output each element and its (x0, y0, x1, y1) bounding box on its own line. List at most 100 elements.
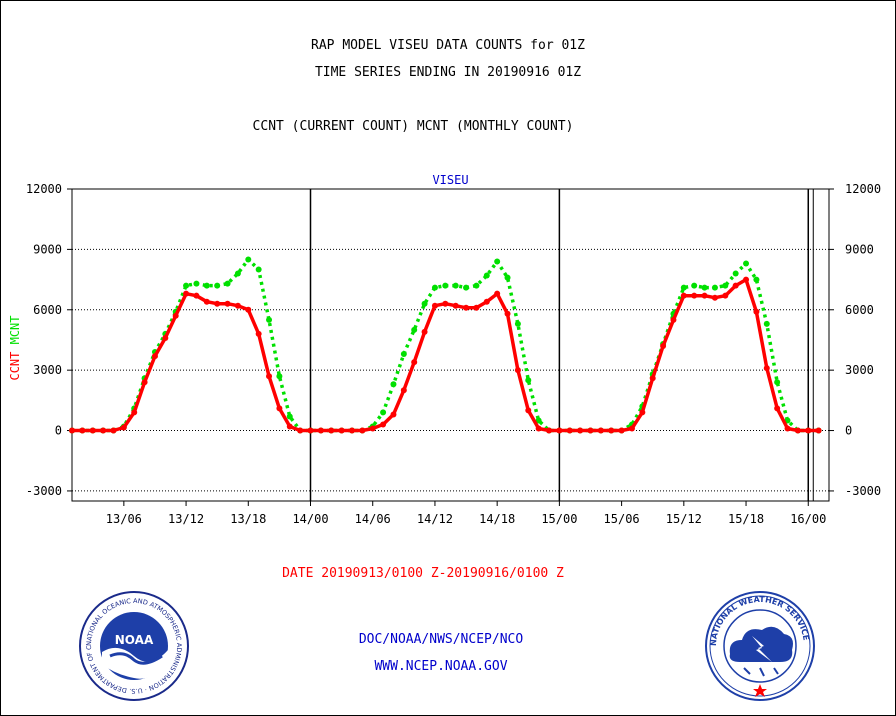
data-point-ccnt (431, 302, 438, 309)
data-point-mcnt (214, 282, 221, 289)
data-point-ccnt (701, 292, 708, 299)
data-point-ccnt (546, 427, 553, 434)
y-axis-label-mcnt: MCNT (8, 315, 22, 344)
y-tick-label-right: 6000 (845, 303, 874, 317)
data-point-ccnt (131, 409, 138, 416)
data-point-ccnt (618, 427, 625, 434)
data-point-mcnt (224, 280, 231, 287)
chart-title-line2: TIME SERIES ENDING IN 20190916 01Z (314, 65, 582, 80)
data-point-mcnt (732, 270, 739, 277)
data-point-mcnt (390, 381, 397, 388)
y-tick-label-left: 3000 (33, 363, 62, 377)
data-point-ccnt (359, 427, 366, 434)
y-tick-label-right: 3000 (845, 363, 874, 377)
y-tick-label-right: 9000 (845, 242, 874, 256)
data-point-ccnt (400, 387, 407, 394)
data-point-mcnt (183, 282, 190, 289)
noaa-logo-icon: NATIONAL OCEANIC AND ATMOSPHERIC ADMINIS… (78, 590, 189, 701)
data-point-mcnt (442, 282, 449, 289)
data-point-ccnt (307, 427, 314, 434)
data-point-mcnt (774, 379, 781, 386)
data-point-mcnt (431, 284, 438, 291)
x-tick-label: 15/00 (541, 512, 577, 526)
data-point-ccnt (390, 411, 397, 418)
data-point-ccnt (224, 300, 231, 307)
data-point-mcnt (452, 282, 459, 289)
data-point-mcnt (514, 320, 521, 327)
y-tick-label-right: 0 (845, 424, 852, 438)
data-point-ccnt (348, 427, 355, 434)
x-tick-label: 15/18 (728, 512, 764, 526)
noaa-logo-text: NOAA (115, 633, 154, 647)
data-point-mcnt (276, 373, 283, 380)
chart-title-line1: RAP MODEL VISEU DATA COUNTS for 01Z (311, 38, 585, 53)
data-point-ccnt (525, 407, 532, 414)
data-point-mcnt (525, 377, 532, 384)
data-point-ccnt (473, 304, 480, 311)
x-tick-label: 14/00 (292, 512, 328, 526)
data-point-ccnt (577, 427, 584, 434)
y-tick-label-left: -3000 (26, 484, 62, 498)
data-point-ccnt (649, 375, 656, 382)
data-point-mcnt (743, 260, 750, 267)
data-point-ccnt (494, 290, 501, 297)
data-point-ccnt (743, 276, 750, 283)
data-point-ccnt (639, 409, 646, 416)
data-point-ccnt (691, 292, 698, 299)
data-point-mcnt (203, 282, 210, 289)
data-point-ccnt (421, 328, 428, 335)
data-point-mcnt (400, 351, 407, 358)
data-point-ccnt (660, 343, 667, 350)
y-tick-label-left: 12000 (26, 182, 62, 196)
y-tick-label-right: 12000 (845, 182, 881, 196)
data-point-mcnt (411, 326, 418, 333)
data-point-ccnt (608, 427, 615, 434)
data-point-ccnt (753, 308, 760, 315)
data-point-ccnt (89, 427, 96, 434)
data-point-ccnt (805, 427, 812, 434)
data-point-ccnt (483, 298, 490, 305)
data-point-ccnt (234, 302, 241, 309)
y-tick-label-left: 6000 (33, 303, 62, 317)
data-point-ccnt (628, 425, 635, 432)
x-tick-label: 13/06 (106, 512, 142, 526)
data-point-mcnt (266, 316, 273, 323)
data-point-ccnt (504, 310, 511, 317)
data-point-ccnt (328, 427, 335, 434)
data-point-ccnt (411, 359, 418, 366)
y-tick-label-left: 0 (55, 424, 62, 438)
x-tick-label: 15/06 (604, 512, 640, 526)
data-point-ccnt (380, 421, 387, 428)
data-point-ccnt (317, 427, 324, 434)
y-tick-label-left: 9000 (33, 242, 62, 256)
data-point-ccnt (297, 427, 304, 434)
data-point-mcnt (504, 274, 511, 281)
data-point-ccnt (100, 427, 107, 434)
data-point-mcnt (421, 300, 428, 307)
data-point-ccnt (266, 373, 273, 380)
y-axis-label: CCNT MCNT (8, 315, 22, 380)
data-point-ccnt (255, 330, 262, 337)
data-point-ccnt (794, 427, 801, 434)
chart-subtitle: CCNT (CURRENT COUNT) MCNT (MONTHLY COUNT… (252, 119, 574, 134)
data-point-ccnt (774, 405, 781, 412)
data-point-ccnt (722, 292, 729, 299)
data-point-ccnt (245, 306, 252, 313)
data-point-mcnt (473, 282, 480, 289)
data-point-ccnt (442, 300, 449, 307)
data-point-mcnt (680, 284, 687, 291)
data-point-mcnt (255, 266, 262, 273)
credit-line2: WWW.NCEP.NOAA.GOV (374, 659, 508, 674)
data-point-mcnt (753, 276, 760, 283)
data-point-mcnt (722, 282, 729, 289)
data-point-mcnt (286, 413, 293, 420)
data-point-ccnt (732, 282, 739, 289)
data-point-ccnt (463, 304, 470, 311)
data-point-mcnt (380, 409, 387, 416)
data-point-ccnt (535, 425, 542, 432)
data-point-ccnt (183, 290, 190, 297)
x-tick-label: 14/18 (479, 512, 515, 526)
data-point-ccnt (172, 312, 179, 319)
data-point-ccnt (120, 424, 127, 431)
